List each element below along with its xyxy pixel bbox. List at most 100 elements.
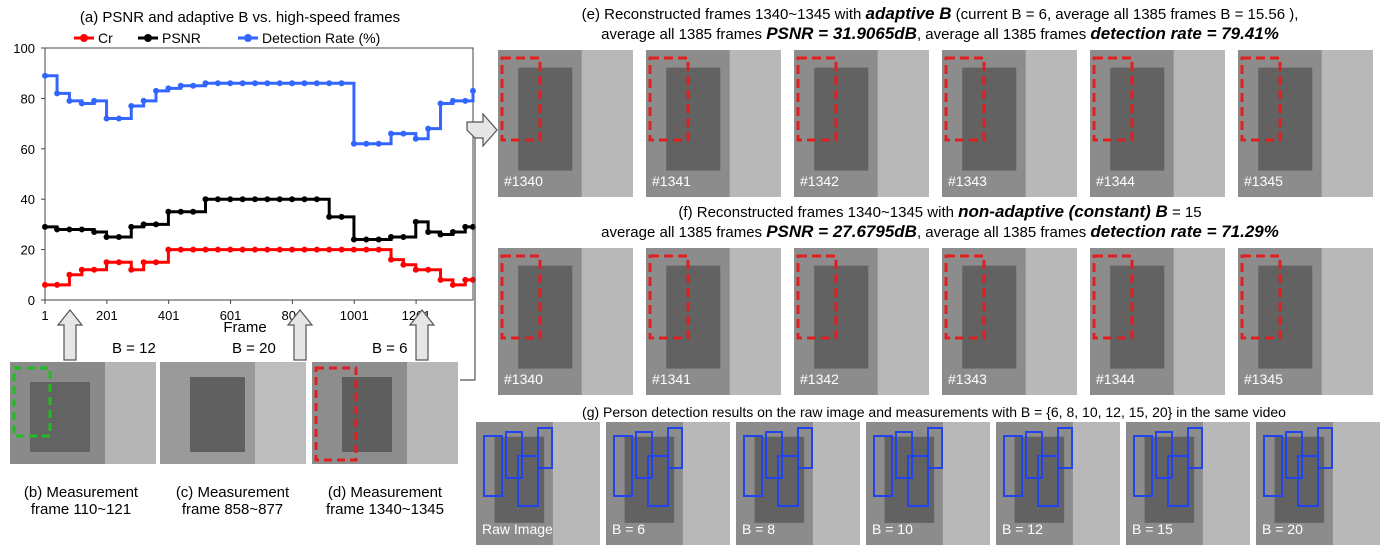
data-point — [165, 246, 172, 253]
data-point — [462, 223, 469, 230]
data-point — [289, 246, 296, 253]
frame-label: #1341 — [652, 371, 691, 387]
data-point — [103, 259, 110, 266]
data-point — [202, 246, 209, 253]
legend-marker — [144, 34, 152, 42]
right-arrow-icon — [466, 112, 498, 148]
frame-label: #1340 — [504, 173, 543, 189]
detection-box-red — [1240, 254, 1282, 340]
frame-thumbnail: B = 6 — [606, 422, 730, 545]
frame-thumbnail: B = 12 — [996, 422, 1120, 545]
data-point — [202, 80, 209, 87]
data-point — [78, 226, 85, 233]
data-point — [190, 82, 197, 89]
frame-thumbnail: #1345 — [1238, 248, 1373, 395]
data-point — [388, 256, 395, 263]
data-point — [54, 90, 61, 97]
data-point — [437, 231, 444, 238]
data-point — [301, 196, 308, 203]
data-point — [264, 80, 271, 87]
data-point — [388, 130, 395, 137]
data-point — [165, 208, 172, 215]
data-point — [437, 100, 444, 107]
frame-thumbnail: #1344 — [1090, 50, 1225, 197]
x-axis: 1 201 401 601 801 1001 1201 — [41, 300, 431, 323]
data-point — [462, 97, 469, 104]
x-tick-label: 601 — [220, 308, 242, 323]
data-point — [91, 228, 98, 235]
data-point — [190, 208, 197, 215]
data-point — [66, 271, 73, 278]
detection-box-red — [944, 56, 986, 142]
detection-box-red — [796, 254, 838, 340]
legend-marker — [244, 34, 252, 42]
data-point — [400, 261, 407, 268]
detection-box-red — [1092, 56, 1134, 142]
frame-label: #1343 — [948, 371, 987, 387]
x-tick-label: 1 — [41, 308, 48, 323]
data-point — [276, 196, 283, 203]
data-point — [115, 234, 122, 240]
data-point — [326, 80, 333, 87]
data-point — [412, 266, 419, 273]
data-point — [239, 80, 246, 87]
legend-label: PSNR — [162, 30, 201, 46]
frame-label: Raw Image — [482, 521, 553, 537]
data-point — [375, 246, 382, 253]
data-point — [42, 281, 48, 288]
x-tick-label: 1001 — [340, 308, 369, 323]
data-point — [190, 246, 197, 253]
data-point — [400, 234, 407, 240]
b-value-label: B = 20 — [232, 340, 276, 357]
measurement-frame-b — [10, 362, 156, 464]
data-point — [363, 140, 370, 147]
data-point — [153, 87, 160, 94]
frame-thumbnail: #1344 — [1090, 248, 1225, 395]
up-arrow-icon — [56, 309, 84, 361]
data-point — [202, 196, 209, 203]
data-point — [301, 80, 308, 87]
data-point — [251, 246, 258, 253]
y-tick-label: 60 — [21, 142, 35, 157]
caption-g: (g) Person detection results on the raw … — [582, 404, 1286, 420]
data-point — [177, 208, 184, 215]
legend-label: Detection Rate (%) — [262, 30, 380, 46]
frame-label: B = 12 — [1002, 521, 1043, 537]
data-point — [239, 246, 246, 253]
frame-thumbnail: #1341 — [646, 50, 781, 197]
data-point — [140, 221, 147, 228]
data-point — [54, 226, 61, 233]
line-chart: (a) PSNR and adaptive B vs. high-speed f… — [13, 9, 476, 336]
data-point — [412, 135, 419, 142]
connector-arrow — [460, 112, 498, 381]
frame-thumbnail: Raw Image — [476, 422, 600, 545]
data-point — [78, 100, 85, 107]
data-point — [153, 221, 160, 228]
data-point — [363, 246, 370, 253]
data-point — [276, 246, 283, 253]
data-point — [66, 226, 73, 233]
y-tick-label: 40 — [21, 192, 35, 207]
data-point — [350, 246, 357, 253]
frame-thumbnail: #1345 — [1238, 50, 1373, 197]
frame-label: #1342 — [800, 173, 839, 189]
data-point — [177, 82, 184, 89]
x-tick-label: 401 — [158, 308, 180, 323]
data-point — [91, 266, 98, 273]
detection-box-red — [314, 366, 358, 462]
data-point — [449, 228, 456, 235]
frame-thumbnail: B = 20 — [1256, 422, 1380, 545]
frame-thumbnail: #1343 — [942, 248, 1077, 395]
caption-f: (f) Reconstructed frames 1340~1345 with … — [601, 202, 1279, 241]
data-point — [313, 80, 320, 87]
series-line — [45, 197, 473, 242]
data-point — [264, 246, 271, 253]
series-line — [45, 74, 475, 146]
data-point — [42, 72, 48, 79]
caption-c: (c) Measurement frame 858~877 — [175, 484, 290, 518]
data-point — [128, 102, 135, 109]
data-point — [227, 246, 234, 253]
data-point — [363, 236, 370, 243]
data-point — [338, 80, 345, 87]
data-point — [276, 80, 283, 87]
